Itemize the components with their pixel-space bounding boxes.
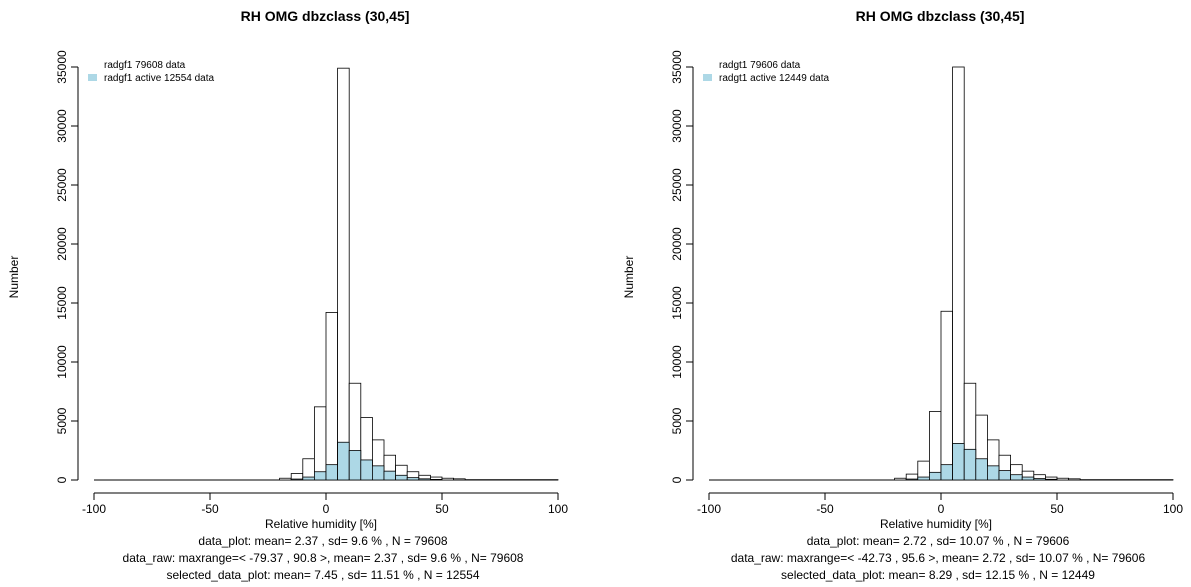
histogram-bar <box>279 477 292 481</box>
histogram-bar-active <box>360 459 373 481</box>
y-tick-label: 5000 <box>55 407 69 434</box>
histogram-bar-active <box>1045 478 1058 481</box>
histogram-bar <box>929 411 942 481</box>
legend: radgf1 79608 data radgf1 active 12554 da… <box>88 60 215 84</box>
chart-title: RH OMG dbzclass (30,45] <box>241 8 410 24</box>
x-tick-label: 50 <box>1050 502 1064 516</box>
y-tick-label: 15000 <box>55 286 69 320</box>
y-tick-label: 20000 <box>55 227 69 261</box>
histogram-bar <box>940 310 954 481</box>
x-axis-label: Relative humidity [%] <box>880 517 992 531</box>
histogram-bar-active <box>418 478 431 481</box>
legend-label-all: radgf1 79608 data <box>104 60 186 71</box>
legend-label-all: radgt1 79606 data <box>719 60 801 71</box>
ticks-group: 0 5000 10000 15000 20000 25000 30000 35000 -100 -… <box>55 50 568 516</box>
x-tick-label: -50 <box>201 502 219 516</box>
histogram-bar <box>313 406 327 481</box>
histogram-bar-active <box>290 478 304 481</box>
y-tick-label: 35000 <box>55 50 69 84</box>
legend-label-active: radgt1 active 12449 data <box>719 73 830 84</box>
histogram-bar-active <box>905 478 919 481</box>
histogram-bar-active <box>917 476 930 481</box>
histogram-bar <box>337 67 350 481</box>
stat-line-data-raw: data_raw: maxrange=< -79.37 , 90.8 >, me… <box>123 551 524 565</box>
histogram-bar-active <box>1010 474 1023 481</box>
histogram-bar <box>952 66 965 481</box>
histogram-bar-active <box>302 476 315 481</box>
y-tick-label: 20000 <box>670 227 684 261</box>
stat-line-data-plot: data_plot: mean= 2.72 , sd= 10.07 % , N … <box>807 534 1070 548</box>
stat-line-data-plot: data_plot: mean= 2.37 , sd= 9.6 % , N = … <box>198 534 448 548</box>
y-tick-label: 30000 <box>670 109 684 143</box>
bars-all-data <box>894 66 1174 481</box>
stat-line-selected: selected_data_plot: mean= 7.45 , sd= 11.… <box>166 568 479 582</box>
stat-line-data-raw: data_raw: maxrange=< -42.73 , 95.6 >, me… <box>731 551 1146 565</box>
y-tick-label: 25000 <box>670 168 684 202</box>
histogram-bar-active <box>929 471 942 481</box>
histogram-bar-active <box>1033 478 1046 481</box>
histogram-bar-active <box>1021 476 1035 481</box>
legend-swatch-all <box>88 61 97 68</box>
y-axis-label: Number <box>7 256 21 299</box>
histogram-bar-active <box>406 477 420 481</box>
x-tick-label: 100 <box>1163 502 1183 516</box>
histogram-panel-left: RH OMG dbzclass (30,45] Number 050001000… <box>7 8 568 582</box>
histogram-bar <box>453 478 466 481</box>
x-axis-label: Relative humidity [%] <box>265 517 377 531</box>
histogram-bar-active <box>429 479 443 481</box>
bars-active-data <box>290 441 443 481</box>
histogram-bar-active <box>337 441 350 481</box>
y-tick-label: 15000 <box>670 286 684 320</box>
histogram-bar <box>894 477 907 481</box>
y-axis-label: Number <box>622 256 636 299</box>
legend-swatch-all <box>703 61 712 68</box>
x-tick-label: -50 <box>816 502 834 516</box>
x-tick-label: -100 <box>697 502 721 516</box>
histogram-bar-active <box>371 465 385 481</box>
x-tick-label: 0 <box>323 502 330 516</box>
legend-swatch-active <box>88 74 97 81</box>
histogram-panel-right: RH OMG dbzclass (30,45] Number 050001000… <box>622 8 1183 582</box>
y-tick-label: 30000 <box>55 109 69 143</box>
stat-line-selected: selected_data_plot: mean= 8.29 , sd= 12.… <box>781 568 1095 582</box>
y-tick-label: 10000 <box>55 345 69 379</box>
ticks-group: 0 5000 10000 15000 20000 25000 30000 35000 -100 -… <box>670 50 1183 516</box>
histogram-bar <box>325 312 339 481</box>
histogram-bar-active <box>383 470 397 481</box>
y-tick-label: 0 <box>55 476 69 483</box>
histogram-bar-active <box>395 474 408 481</box>
legend-label-active: radgf1 active 12554 data <box>104 73 215 84</box>
y-tick-label: 0 <box>670 476 684 483</box>
bars-all-data <box>279 67 559 481</box>
x-tick-label: 100 <box>548 502 568 516</box>
x-tick-label: 0 <box>938 502 945 516</box>
bars-active-data <box>905 443 1058 481</box>
histogram-bar-active <box>325 464 339 481</box>
y-tick-label: 35000 <box>670 50 684 84</box>
legend: radgt1 79606 data radgt1 active 12449 da… <box>703 60 830 84</box>
histogram-bar-active <box>348 450 362 481</box>
histogram-bar-active <box>987 465 1000 481</box>
legend-swatch-active <box>703 74 712 81</box>
y-tick-label: 25000 <box>55 168 69 202</box>
histogram-bar <box>1056 477 1069 481</box>
histogram-bar <box>441 477 455 481</box>
y-tick-label: 10000 <box>670 345 684 379</box>
histogram-bar-active <box>998 470 1012 481</box>
x-tick-label: 50 <box>435 502 449 516</box>
y-tick-label: 5000 <box>670 407 684 434</box>
chart-title: RH OMG dbzclass (30,45] <box>856 8 1025 24</box>
histogram-bar-active <box>975 458 988 481</box>
histogram-bar-active <box>952 443 965 481</box>
histogram-bar-active <box>940 464 954 481</box>
histogram-bar-active <box>963 448 977 481</box>
x-tick-label: -100 <box>82 502 106 516</box>
histogram-bar <box>1068 478 1081 481</box>
histogram-bar-active <box>313 471 327 481</box>
